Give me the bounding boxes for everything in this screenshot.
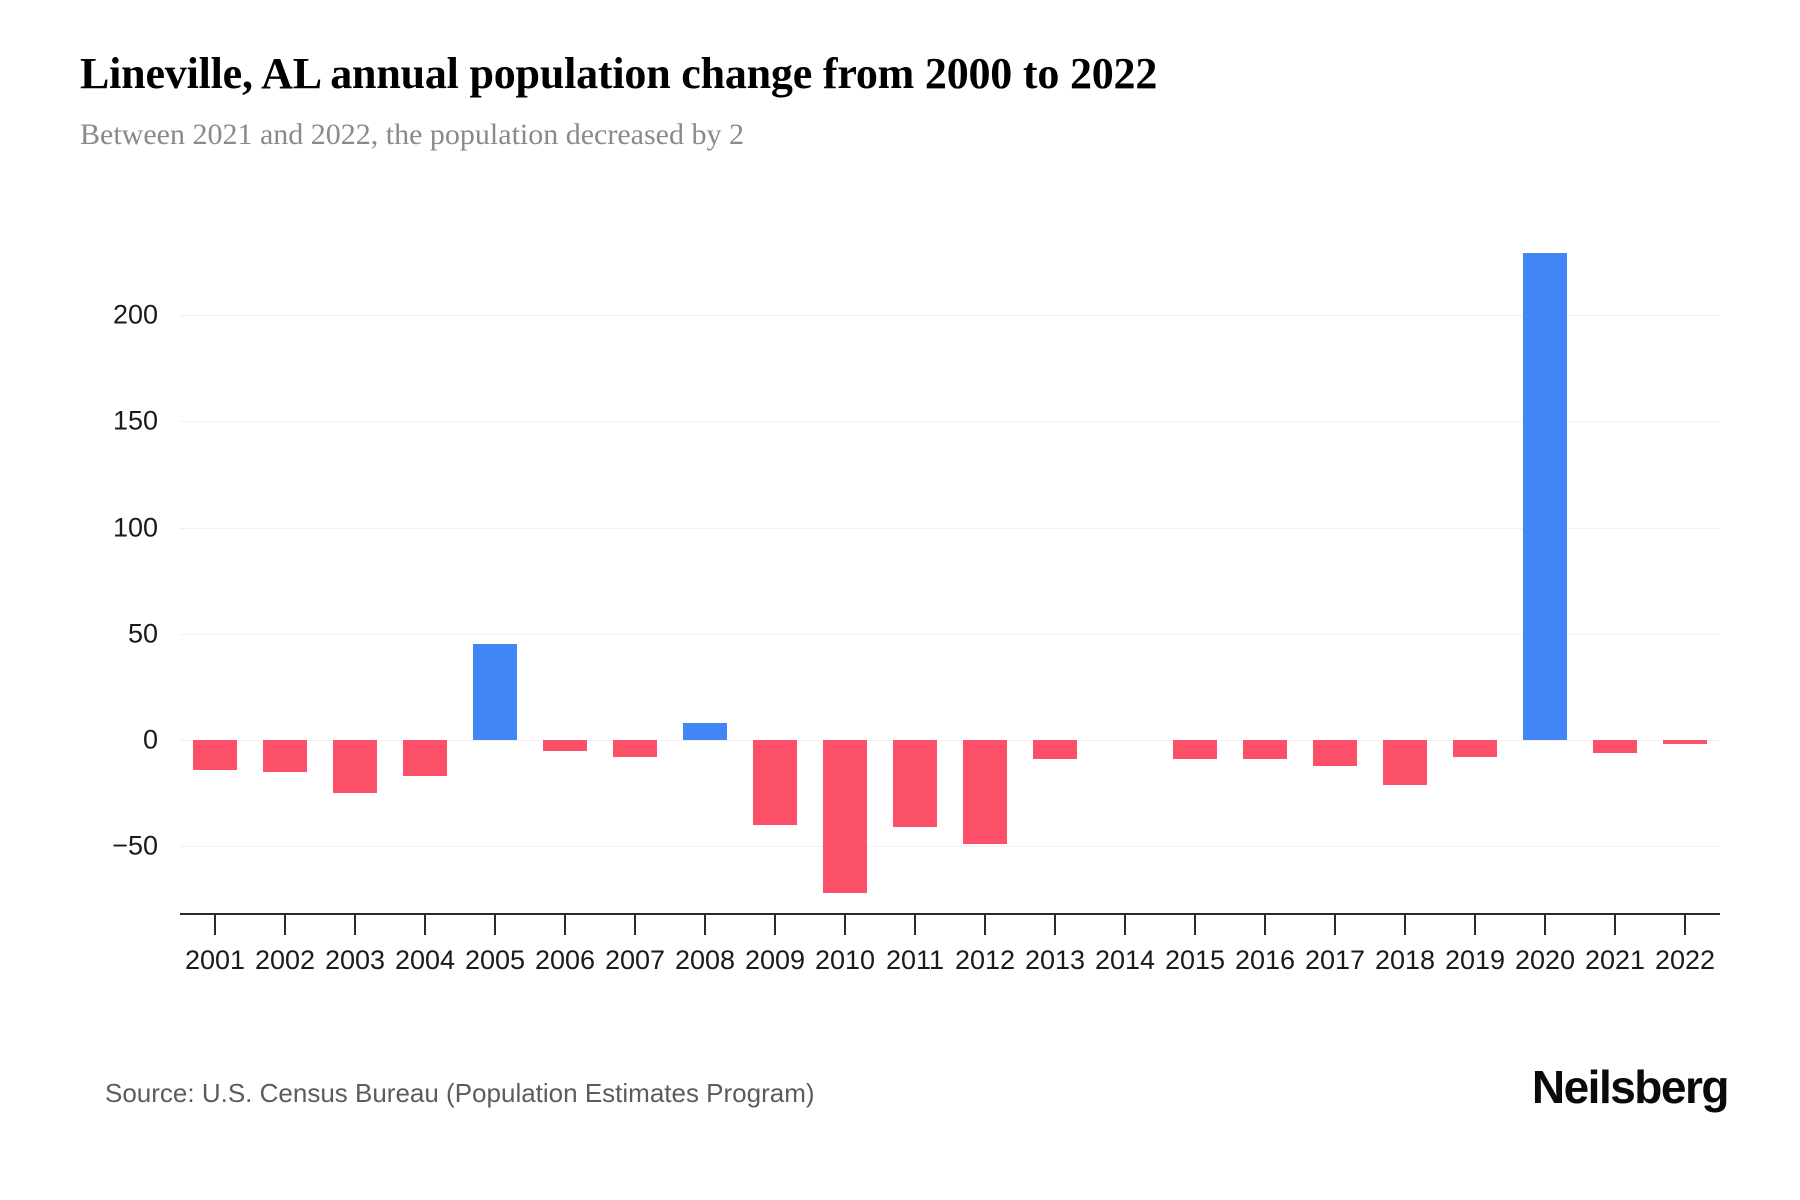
chart-subtitle: Between 2021 and 2022, the population de… xyxy=(80,118,744,151)
page-title: Lineville, AL annual population change f… xyxy=(80,49,1158,98)
x-axis-tick-label-2013: 2013 xyxy=(1024,945,1086,975)
bar-2011[interactable] xyxy=(893,740,937,828)
x-axis-tick xyxy=(1404,913,1406,935)
x-axis-tick-label-2015: 2015 xyxy=(1164,945,1226,975)
bar-2007[interactable] xyxy=(613,740,657,757)
x-axis-tick-label-2009: 2009 xyxy=(744,945,806,975)
bar-2018[interactable] xyxy=(1383,740,1427,785)
bar-2010[interactable] xyxy=(823,740,867,893)
neilsberg-logo: Neilsberg xyxy=(1531,1061,1730,1113)
x-axis-tick-label-2005: 2005 xyxy=(464,945,526,975)
x-axis-tick xyxy=(984,913,986,935)
y-axis-labels: 200 150 100 50 0 −50 xyxy=(112,230,1720,910)
bar-2009[interactable] xyxy=(753,740,797,825)
gridline xyxy=(180,315,1720,316)
x-axis-tick-label-2019: 2019 xyxy=(1444,945,1506,975)
x-axis-tick xyxy=(1614,913,1616,935)
x-axis-tick-label-2004: 2004 xyxy=(394,945,456,975)
bar-2019[interactable] xyxy=(1453,740,1497,757)
x-axis-tick xyxy=(494,913,496,935)
bar-2022[interactable] xyxy=(1663,740,1707,745)
x-axis-tick xyxy=(634,913,636,935)
x-axis-tick-label-2002: 2002 xyxy=(254,945,316,975)
x-axis-tick xyxy=(1474,913,1476,935)
x-axis-tick-label-2020: 2020 xyxy=(1514,945,1576,975)
x-axis-tick xyxy=(1194,913,1196,935)
x-axis-tick xyxy=(1124,913,1126,935)
gridline xyxy=(180,527,1720,529)
y-axis-tick-label: −50 xyxy=(112,830,158,861)
x-axis-tick xyxy=(844,913,846,935)
x-axis-tick-label-2001: 2001 xyxy=(184,945,246,975)
x-axis-tick-label-2007: 2007 xyxy=(604,945,666,975)
gridline xyxy=(180,633,1720,635)
bar-2008[interactable] xyxy=(683,723,727,740)
x-axis-tick-label-2011: 2011 xyxy=(885,945,945,975)
bar-2017[interactable] xyxy=(1313,740,1357,766)
y-axis-tick-label: 150 xyxy=(112,405,158,436)
x-axis-ticks xyxy=(180,913,1720,935)
x-axis-tick xyxy=(1544,913,1546,935)
x-axis-tick-label-2010: 2010 xyxy=(814,945,876,975)
x-axis-tick xyxy=(424,913,426,935)
bar-2021[interactable] xyxy=(1593,740,1637,753)
x-axis-tick-label-2006: 2006 xyxy=(534,945,596,975)
bar-2012[interactable] xyxy=(963,740,1007,845)
y-axis-tick-label: 0 xyxy=(142,724,158,755)
bar-2020[interactable] xyxy=(1523,253,1567,740)
bar-2002[interactable] xyxy=(263,740,307,772)
x-axis-tick-label-2003: 2003 xyxy=(324,945,386,975)
x-axis-tick-label-2017: 2017 xyxy=(1304,945,1366,975)
gridline xyxy=(180,846,1720,848)
y-axis-tick-label: 200 xyxy=(112,299,158,330)
bar-2003[interactable] xyxy=(333,740,377,794)
bar-2005[interactable] xyxy=(473,644,517,740)
y-axis-tick-label: 100 xyxy=(112,512,158,542)
y-axis-tick-label: 50 xyxy=(127,618,158,649)
x-axis-tick-label-2012: 2012 xyxy=(954,945,1016,975)
x-axis-tick xyxy=(704,913,706,935)
x-axis-tick-label-2018: 2018 xyxy=(1374,945,1436,975)
x-axis-tick xyxy=(1684,913,1686,935)
x-axis-tick xyxy=(564,913,566,935)
bar-2015[interactable] xyxy=(1173,740,1217,760)
gridline xyxy=(180,740,1720,741)
bar-2016[interactable] xyxy=(1243,740,1287,760)
x-axis-tick-label-2016: 2016 xyxy=(1234,945,1296,975)
x-axis-tick xyxy=(214,913,216,935)
x-axis-line xyxy=(180,913,1720,915)
bar-2004[interactable] xyxy=(403,740,447,777)
bar-2006[interactable] xyxy=(543,740,587,751)
gridline xyxy=(180,421,1720,423)
bar-2013[interactable] xyxy=(1033,740,1077,760)
x-axis-tick xyxy=(354,913,356,935)
x-axis-labels: 2001 2002 2003 2004 2005 2006 2007 2008 2009 2010… xyxy=(180,945,1720,985)
x-axis-tick xyxy=(284,913,286,935)
bar-series xyxy=(180,230,1720,910)
bar-2001[interactable] xyxy=(193,740,237,770)
x-axis-tick-label-2008: 2008 xyxy=(674,945,736,975)
x-axis-tick-label-2022: 2022 xyxy=(1654,945,1716,975)
x-axis-tick-label-2014: 2014 xyxy=(1094,945,1156,975)
x-axis-tick xyxy=(914,913,916,935)
x-axis-tick xyxy=(1264,913,1266,935)
x-axis-tick-label-2021: 2021 xyxy=(1584,945,1646,975)
x-axis-tick xyxy=(774,913,776,935)
gridlines xyxy=(180,230,1720,910)
x-axis-tick xyxy=(1334,913,1336,935)
x-axis-tick xyxy=(1054,913,1056,935)
plot-area: 200 150 100 50 0 −50 xyxy=(112,230,1720,910)
source-note: Source: U.S. Census Bureau (Population E… xyxy=(105,1078,815,1108)
